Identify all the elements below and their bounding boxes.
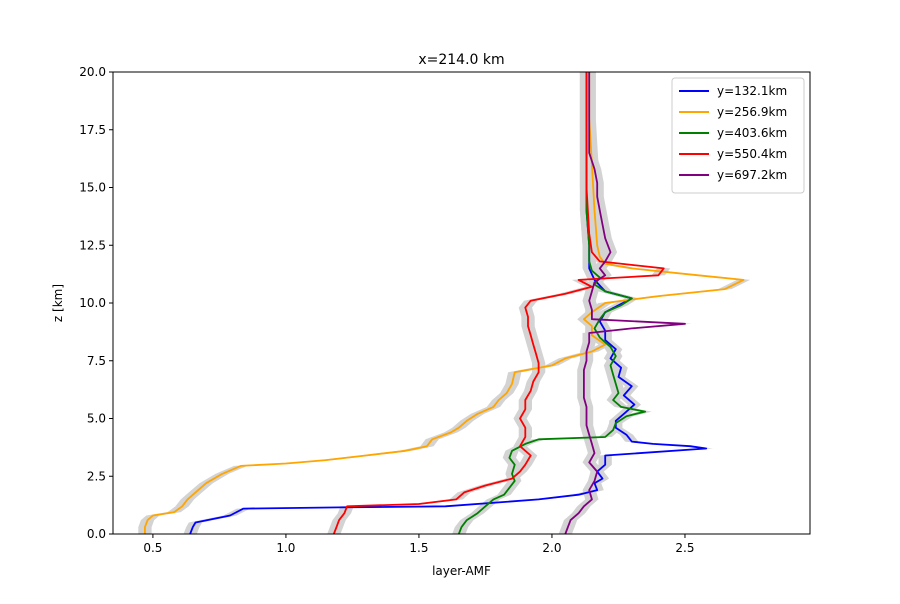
legend-entry: y=550.4km [717, 147, 787, 161]
legend-entry: y=256.9km [717, 105, 787, 119]
legend-entry: y=697.2km [717, 168, 787, 182]
y-tick-label: 17.5 [79, 123, 106, 137]
series-line [564, 72, 686, 535]
uncertainty-band [558, 72, 692, 534]
y-axis-label: z [km] [51, 284, 65, 322]
y-tick-label: 2.5 [87, 469, 106, 483]
legend-box [671, 77, 805, 194]
x-tick-label: 2.0 [542, 541, 561, 555]
y-tick-label: 10.0 [79, 296, 106, 310]
y-tick-label: 20.0 [79, 65, 106, 79]
y-tick-label: 0.0 [87, 527, 106, 541]
y-tick-label: 5.0 [87, 412, 106, 426]
x-tick-label: 1.0 [276, 541, 295, 555]
x-tick-label: 2.5 [675, 541, 694, 555]
y-axis-ticks: 0.0 2.5 5.0 7.5 10.0 12.5 15.0 17.5 20.0 [79, 65, 113, 541]
legend-entry: y=403.6km [717, 126, 787, 140]
y-tick-label: 15.0 [79, 181, 106, 195]
uncertainty-band [327, 72, 671, 534]
legend-entry: y=132.1km [717, 84, 787, 98]
x-axis-ticks: 0.5 1.0 1.5 2.0 2.5 [143, 534, 695, 555]
series-line [144, 72, 745, 534]
series-lines [144, 72, 745, 535]
x-tick-label: 0.5 [143, 541, 162, 555]
series-line [332, 72, 665, 535]
legend: y=132.1km y=256.9km y=403.6km y=550.4km y=69… [671, 77, 805, 194]
y-tick-label: 12.5 [79, 238, 106, 252]
y-tick-label: 7.5 [87, 354, 106, 368]
x-axis-label: layer-AMF [432, 564, 491, 578]
x-tick-label: 1.5 [409, 541, 428, 555]
chart-title: x=214.0 km [418, 52, 504, 68]
